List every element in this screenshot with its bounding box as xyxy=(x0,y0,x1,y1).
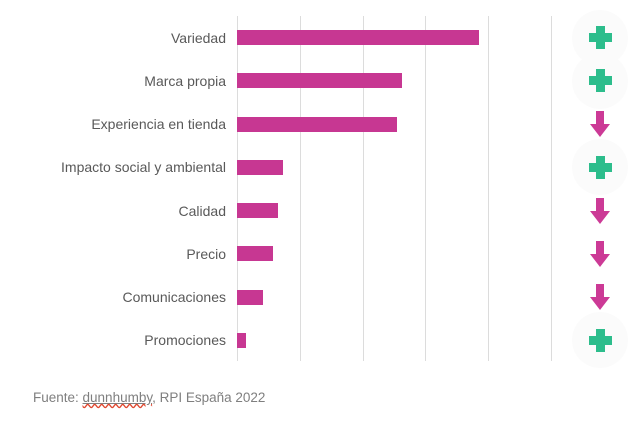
source-link-text: dunnhumby xyxy=(82,390,153,405)
gridline xyxy=(488,16,490,361)
chart-row: Promociones xyxy=(0,312,633,369)
chart-row: Experiencia en tienda xyxy=(0,103,633,146)
trend-cell xyxy=(551,232,633,275)
category-label: Precio xyxy=(186,245,226,262)
chart-rows: Variedad Marca propia Experiencia en tiend… xyxy=(0,9,633,369)
chart-row: Impacto social y ambiental xyxy=(0,139,633,196)
trend-cell xyxy=(551,52,633,109)
down-arrow-icon xyxy=(589,111,611,138)
category-label: Impacto social y ambiental xyxy=(61,159,226,176)
source-link[interactable]: dunnhumby xyxy=(83,390,153,405)
plus-icon xyxy=(588,26,612,50)
category-label: Calidad xyxy=(178,202,226,219)
value-bar xyxy=(237,289,264,305)
value-bar xyxy=(237,332,246,348)
chart-row: Marca propia xyxy=(0,52,633,109)
down-arrow-icon xyxy=(589,240,611,267)
trend-cell xyxy=(551,103,633,146)
bar-track xyxy=(237,116,551,132)
category-label: Comunicaciones xyxy=(122,289,227,306)
down-arrow-icon xyxy=(589,284,611,311)
chart-row: Variedad xyxy=(0,9,633,66)
value-bar xyxy=(237,203,279,219)
chart-row: Calidad xyxy=(0,189,633,232)
trend-cell xyxy=(551,276,633,319)
gridline xyxy=(362,16,364,361)
bar-track xyxy=(237,246,551,262)
category-label: Marca propia xyxy=(144,72,226,89)
bar-track xyxy=(237,289,551,305)
bar-track xyxy=(237,159,551,175)
source-prefix: Fuente: xyxy=(33,390,83,405)
plus-icon xyxy=(588,328,612,352)
trend-cell xyxy=(551,139,633,196)
gridlines xyxy=(237,16,552,361)
bar-track xyxy=(237,73,551,89)
category-label: Variedad xyxy=(170,29,226,46)
bar-track xyxy=(237,332,551,348)
bar-track xyxy=(237,203,551,219)
down-arrow-icon xyxy=(589,197,611,224)
category-label: Promociones xyxy=(144,332,226,349)
value-bar xyxy=(237,73,402,89)
gridline xyxy=(299,16,301,361)
source-note: Fuente: dunnhumby, RPI España 2022 xyxy=(33,390,265,405)
gridline xyxy=(237,16,238,361)
value-bar xyxy=(237,246,274,262)
chart-row: Precio xyxy=(0,232,633,275)
trend-cell xyxy=(551,9,633,66)
value-bar xyxy=(237,116,398,132)
gridline xyxy=(551,16,552,361)
plus-icon xyxy=(588,155,612,179)
trend-cell xyxy=(551,312,633,369)
value-bar xyxy=(237,159,284,175)
source-suffix: , RPI España 2022 xyxy=(152,390,266,405)
value-bar xyxy=(237,30,479,46)
chart-row: Comunicaciones xyxy=(0,276,633,319)
bar-track xyxy=(237,30,551,46)
gridline xyxy=(425,16,427,361)
category-label: Experiencia en tienda xyxy=(91,116,226,133)
plus-icon xyxy=(588,69,612,93)
bar-chart: Variedad Marca propia Experiencia en tiend… xyxy=(0,9,633,369)
trend-cell xyxy=(551,189,633,232)
